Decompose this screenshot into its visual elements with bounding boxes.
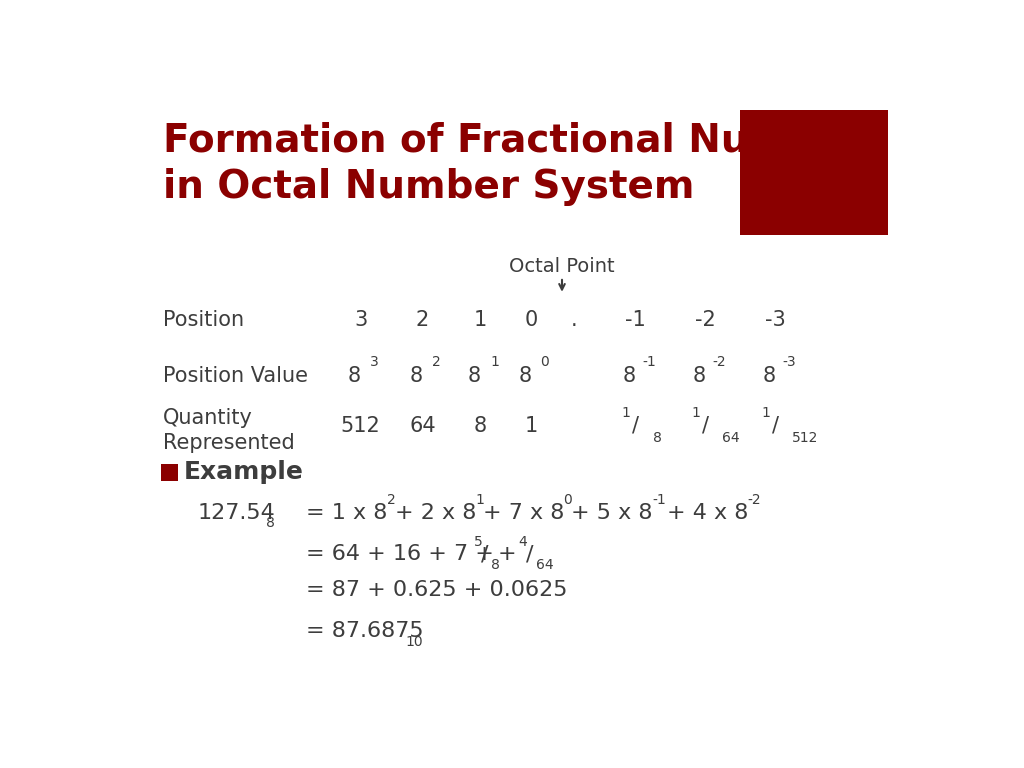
Text: -1: -1: [652, 493, 666, 507]
Text: 8: 8: [490, 558, 500, 572]
Text: 4: 4: [518, 535, 527, 549]
Text: 512: 512: [793, 431, 818, 445]
Text: -3: -3: [765, 310, 785, 330]
Text: 8: 8: [474, 415, 487, 435]
Text: = 87.6875: = 87.6875: [306, 621, 424, 641]
Text: Position Value: Position Value: [163, 366, 308, 386]
Text: 8: 8: [266, 516, 274, 531]
Text: + 7 x 8: + 7 x 8: [483, 502, 564, 522]
Text: 0: 0: [524, 310, 538, 330]
Text: 8: 8: [762, 366, 775, 386]
Text: 1: 1: [474, 310, 487, 330]
Text: -1: -1: [643, 356, 656, 369]
Text: 8: 8: [692, 366, 706, 386]
Text: 1: 1: [524, 415, 538, 435]
Text: 10: 10: [406, 635, 423, 649]
Text: = 64 + 16 + 7 +: = 64 + 16 + 7 +: [306, 545, 502, 564]
Text: 2: 2: [432, 356, 440, 369]
Text: +: +: [499, 545, 524, 564]
Text: in Octal Number System: in Octal Number System: [163, 168, 694, 206]
Text: 5: 5: [474, 535, 482, 549]
Text: /: /: [481, 545, 488, 564]
Text: 8: 8: [518, 366, 531, 386]
Text: = 87 + 0.625 + 0.0625: = 87 + 0.625 + 0.0625: [306, 580, 567, 600]
Text: 1: 1: [490, 356, 499, 369]
Text: 8: 8: [348, 366, 360, 386]
Text: .: .: [570, 310, 577, 330]
Text: 127.54: 127.54: [198, 502, 275, 522]
Text: 2: 2: [416, 310, 429, 330]
Text: 64: 64: [722, 431, 740, 445]
Text: Octal Point: Octal Point: [509, 257, 614, 276]
Text: = 1 x 8: = 1 x 8: [306, 502, 388, 522]
Text: 3: 3: [370, 356, 379, 369]
Text: 64: 64: [410, 415, 436, 435]
Text: /: /: [526, 545, 534, 564]
Text: + 2 x 8: + 2 x 8: [394, 502, 476, 522]
Bar: [161, 464, 177, 481]
Text: 8: 8: [652, 431, 662, 445]
Text: Formation of Fractional Numbers: Formation of Fractional Numbers: [163, 121, 886, 160]
Text: 512: 512: [341, 415, 380, 435]
Text: Example: Example: [183, 460, 304, 484]
Text: /: /: [632, 415, 639, 435]
Text: :: :: [258, 460, 268, 484]
Text: Quantity: Quantity: [163, 408, 253, 428]
Text: /: /: [701, 415, 709, 435]
Text: Position: Position: [163, 310, 244, 330]
Text: -3: -3: [782, 356, 796, 369]
Text: -1: -1: [626, 310, 646, 330]
Text: 64: 64: [536, 558, 553, 572]
Text: + 5 x 8: + 5 x 8: [571, 502, 653, 522]
Text: 8: 8: [623, 366, 636, 386]
Text: + 4 x 8: + 4 x 8: [667, 502, 748, 522]
FancyBboxPatch shape: [740, 110, 888, 234]
Text: Represented: Represented: [163, 432, 295, 452]
Text: 8: 8: [468, 366, 481, 386]
Text: 1: 1: [762, 406, 770, 420]
Text: 1: 1: [475, 493, 484, 507]
Text: -2: -2: [748, 493, 761, 507]
Text: 1: 1: [691, 406, 700, 420]
Text: 8: 8: [410, 366, 423, 386]
Text: /: /: [772, 415, 778, 435]
Text: 0: 0: [563, 493, 572, 507]
Text: 3: 3: [354, 310, 368, 330]
Text: 1: 1: [622, 406, 631, 420]
Text: -2: -2: [713, 356, 726, 369]
Text: 0: 0: [541, 356, 549, 369]
Text: 2: 2: [387, 493, 395, 507]
Text: -2: -2: [695, 310, 716, 330]
